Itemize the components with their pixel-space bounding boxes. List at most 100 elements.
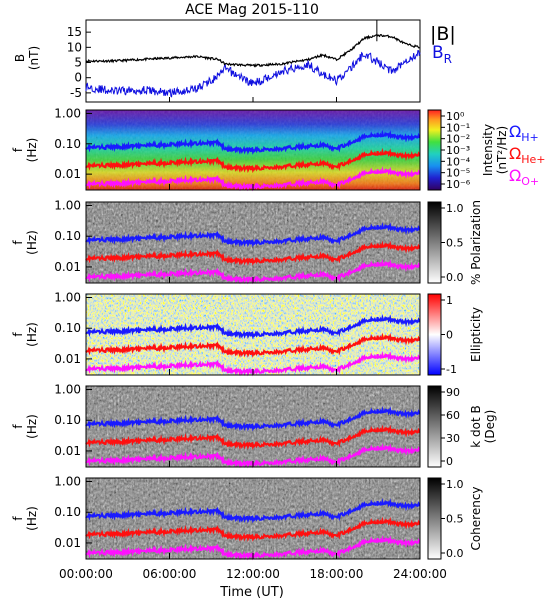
y-tick-label: 0.10 xyxy=(54,229,81,243)
y-tick-label: 1.00 xyxy=(54,291,81,305)
legend-br-sub: R xyxy=(444,52,452,66)
y-tick-label: 0.10 xyxy=(54,413,81,427)
x-tick-label: 12:00:00 xyxy=(226,567,280,581)
colorbar-tick-label: 1.0 xyxy=(446,478,464,491)
gyro-line-h-plus xyxy=(85,129,421,155)
x-tick-label: 00:00:00 xyxy=(59,567,113,581)
colorbar-label: % Polarization xyxy=(469,200,483,285)
legend-omega-he: ΩHe+ xyxy=(509,144,546,166)
legend-omega-symbol: Ω xyxy=(509,144,521,163)
y-tick-label: 0 xyxy=(74,71,82,85)
gyro-line-he-plus xyxy=(85,424,421,450)
x-tick-label: 18:00:00 xyxy=(310,567,364,581)
colorbar-tick-label: 10⁻⁶ xyxy=(446,178,471,191)
colorbar-label: Intensity xyxy=(481,124,495,176)
y-axis-unit: (Hz) xyxy=(25,230,39,255)
legend-omega-symbol: Ω xyxy=(509,122,521,141)
chart-title: ACE Mag 2015-110 xyxy=(185,2,319,18)
colorbar-tick-label: 0.5 xyxy=(446,513,464,526)
y-tick-label: 5 xyxy=(74,56,82,70)
intensity-colorbar xyxy=(427,109,442,191)
legend-omega-h: ΩH+ xyxy=(509,122,539,144)
colorbar-tick-label: 0.0 xyxy=(446,271,464,284)
y-tick-label: 0.10 xyxy=(54,321,81,335)
y-axis-label: f xyxy=(11,424,25,429)
colorbar-tick-label: 10⁻³ xyxy=(446,144,470,157)
x-tick-label: 06:00:00 xyxy=(143,567,197,581)
series-line-br xyxy=(85,50,421,98)
gyro-line-h-plus xyxy=(85,222,421,248)
y-tick-label: 1.00 xyxy=(54,475,81,489)
y-axis-unit: (nT) xyxy=(27,46,41,70)
ellipticity-colorbar xyxy=(427,293,442,376)
y-tick-label: 1.00 xyxy=(54,106,81,120)
legend-omega-subscript: He+ xyxy=(521,153,545,166)
colorbar-label: k dot B xyxy=(469,405,483,447)
k-dot-b-colorbar xyxy=(427,385,442,468)
y-axis-label: f xyxy=(11,147,25,152)
polarization-panel: 1.00 0.10 0.01 f (Hz) 1.0 0.5 0.0 % Polarization xyxy=(11,199,483,285)
y-tick-label: -5 xyxy=(70,86,82,100)
colorbar-unit: (nT²/Hz) xyxy=(495,126,509,174)
y-axis-label: f xyxy=(11,516,25,521)
y-tick-label: 1.00 xyxy=(54,383,81,397)
colorbar-tick-label: 90 xyxy=(446,386,460,399)
y-tick-label: 1.00 xyxy=(54,199,81,213)
intensity-panel: 1.00 0.10 0.01 f (Hz) 10⁰10⁻¹10⁻²10⁻³10⁻⁴10⁻⁵… xyxy=(11,106,509,192)
y-axis-unit: (Hz) xyxy=(25,506,39,531)
k-dot-b-panel: 1.00 0.10 0.01 f (Hz) 90 60 30 0 k dot B (Deg) xyxy=(11,383,497,469)
y-axis-unit: (Hz) xyxy=(25,414,39,439)
colorbar-tick-label: 10⁻² xyxy=(446,133,470,146)
y-tick-label: 0.10 xyxy=(54,505,81,519)
gyro-line-he-plus xyxy=(85,147,421,174)
legend-omega-symbol: Ω xyxy=(509,166,521,185)
colorbar-tick-label: 10⁻⁴ xyxy=(446,155,471,168)
colorbar-tick-label: 0 xyxy=(446,329,453,342)
legend-omega-subscript: H+ xyxy=(521,131,539,144)
colorbar-tick-label: 0 xyxy=(446,455,453,468)
colorbar-tick-label: 30 xyxy=(446,432,460,445)
y-tick-label: 0.10 xyxy=(54,137,81,151)
y-tick-label: 0.01 xyxy=(54,260,81,274)
y-tick-label: 0.01 xyxy=(54,536,81,550)
colorbar-label: Ellipticity xyxy=(469,307,483,362)
colorbar-tick-label: 1 xyxy=(446,294,453,307)
x-tick-label: 24:00:00 xyxy=(393,567,447,581)
y-axis-label: f xyxy=(11,332,25,337)
colorbar-tick-label: 0.0 xyxy=(446,547,464,560)
y-tick-label: 0.01 xyxy=(54,352,81,366)
legend-br: BR xyxy=(432,43,452,66)
colorbar-tick-label: 1.0 xyxy=(446,202,464,215)
y-axis-unit: (Hz) xyxy=(25,138,39,163)
colorbar-label: Coherency xyxy=(469,486,483,550)
colorbar-unit: (Deg) xyxy=(483,410,497,444)
y-tick-label: 0.01 xyxy=(54,167,81,181)
legend-omega-o: ΩO+ xyxy=(509,166,539,188)
gyro-line-he-plus xyxy=(85,240,421,266)
colorbar-tick-label: 60 xyxy=(446,409,460,422)
y-tick-label: 15 xyxy=(67,25,82,39)
colorbar-tick-label: 10⁻⁵ xyxy=(446,167,470,180)
y-axis-unit: (Hz) xyxy=(25,322,39,347)
polarization-colorbar xyxy=(427,201,442,284)
ellipticity-panel: 1.00 0.10 0.01 f (Hz) 1 0 -1 Ellipticity xyxy=(11,291,483,377)
series-line-b-total xyxy=(85,33,421,68)
gyro-line-he-plus xyxy=(85,332,421,358)
y-axis-label: B xyxy=(13,54,27,62)
coherency-colorbar xyxy=(427,477,442,560)
y-axis-label: f xyxy=(11,240,25,245)
x-axis-label: Time (UT) xyxy=(219,585,284,600)
gyro-line-h-plus xyxy=(85,498,421,524)
gyro-line-he-plus xyxy=(85,516,421,542)
legend-b-total: |B| xyxy=(430,23,456,45)
legend-omega-subscript: O+ xyxy=(521,175,539,188)
colorbar-tick-label: 0.5 xyxy=(446,237,464,250)
y-tick-label: 10 xyxy=(67,40,82,54)
y-tick-label: 0.01 xyxy=(54,444,81,458)
coherency-panel: 1.00 0.10 0.01 f (Hz) 1.0 0.5 0.0 Coherency xyxy=(11,475,483,561)
gyro-line-h-plus xyxy=(85,314,421,340)
legend-br-main: B xyxy=(432,43,444,63)
gyro-line-h-plus xyxy=(85,406,421,432)
